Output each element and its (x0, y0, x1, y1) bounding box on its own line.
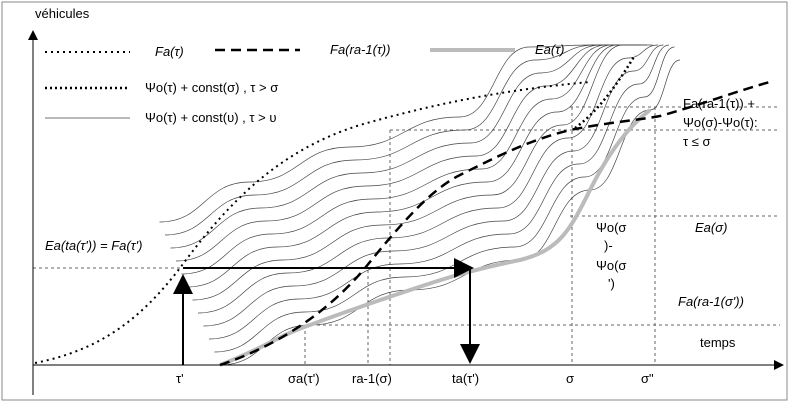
legend-label: Fa(ra-1(τ)) (330, 42, 390, 57)
legend-label: Ψo(τ) + const(υ) , τ > υ (145, 110, 276, 125)
x-tick-label: σa(τ') (288, 371, 320, 386)
frame (1, 1, 788, 401)
legend (45, 48, 515, 119)
annotation: ') (608, 276, 615, 291)
x-tick-label: τ' (176, 371, 184, 386)
annotation: Fa(ra-1(τ)) + (683, 96, 755, 111)
family-curve (175, 44, 636, 262)
x-tick-label: σ (566, 371, 574, 386)
f-curve (34, 81, 591, 364)
family-curve (186, 44, 647, 288)
family-curve (197, 44, 659, 314)
annotation: Fa(ra-1(σ')) (678, 294, 744, 309)
y-label: véhicules (35, 6, 90, 21)
legend-label: Ea(τ) (535, 42, 564, 57)
guides (33, 106, 780, 365)
family-curve (214, 46, 675, 353)
e-curve (219, 108, 652, 367)
x-tick-label: ra-1(σ) (352, 371, 392, 386)
psi-sigma-curve (574, 54, 637, 130)
annotation: Ea(ta(τ')) = Fa(τ') (45, 238, 142, 253)
legend-label: Fa(τ) (155, 44, 184, 59)
legend-label: Ψo(τ) + const(σ) , τ > σ (145, 80, 278, 95)
family-curve (219, 59, 681, 366)
annotation: τ ≤ σ (683, 134, 711, 149)
x-label: temps (700, 335, 736, 350)
x-tick-label: ta(τ') (452, 371, 479, 386)
annotation: Ψo(σ (596, 220, 626, 235)
family-curve (170, 44, 631, 249)
x-tick-label: σ" (641, 371, 654, 386)
family-curve (192, 44, 653, 301)
f-r-curve (219, 80, 771, 367)
family-curve (159, 44, 620, 223)
annotation: Ea(σ) (695, 220, 727, 235)
family-curve (181, 44, 642, 275)
annotation: Ψo(σ)-Ψo(τ): (683, 115, 758, 130)
annotation: Ψo(σ (596, 258, 626, 273)
family-curve (208, 44, 670, 340)
family-curve (164, 44, 625, 236)
annotation: )- (604, 238, 613, 253)
